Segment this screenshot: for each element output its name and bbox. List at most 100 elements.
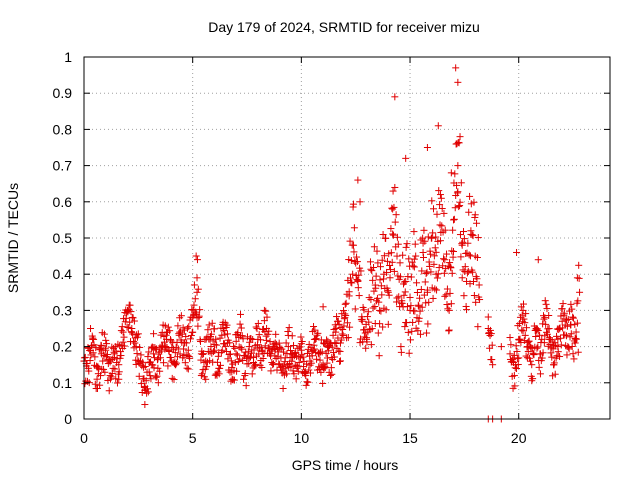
- data-point: [141, 401, 149, 409]
- data-point: [208, 319, 216, 327]
- data-point: [340, 322, 348, 330]
- data-point: [123, 306, 131, 314]
- data-point: [369, 304, 377, 312]
- data-point: [263, 336, 271, 344]
- data-point: [393, 233, 401, 241]
- data-point: [574, 297, 582, 305]
- data-point: [393, 252, 401, 260]
- data-point: [421, 237, 429, 245]
- data-point: [526, 357, 534, 365]
- data-point: [390, 267, 398, 275]
- data-point: [413, 279, 421, 287]
- data-point: [545, 311, 553, 319]
- data-point: [210, 346, 218, 354]
- data-point: [460, 292, 468, 300]
- data-point: [236, 310, 244, 318]
- data-point: [167, 353, 175, 361]
- data-point: [103, 351, 111, 359]
- data-point: [223, 339, 231, 347]
- data-point: [134, 330, 142, 338]
- data-point: [433, 274, 441, 282]
- data-point: [154, 364, 162, 372]
- data-point: [298, 337, 306, 345]
- data-point: [236, 332, 244, 340]
- data-point: [84, 364, 92, 372]
- data-point: [412, 252, 420, 260]
- data-point: [416, 294, 424, 302]
- data-point: [350, 241, 358, 249]
- data-point: [210, 325, 218, 333]
- data-point: [99, 357, 107, 365]
- data-point: [515, 335, 523, 343]
- data-point: [236, 355, 244, 363]
- data-point: [506, 350, 514, 358]
- data-point: [119, 328, 127, 336]
- data-point: [93, 375, 101, 383]
- data-point: [556, 353, 564, 361]
- data-point: [326, 371, 334, 379]
- data-point: [569, 313, 577, 321]
- data-point: [455, 203, 463, 211]
- data-point: [541, 297, 549, 305]
- data-point: [563, 316, 571, 324]
- data-point: [130, 317, 138, 325]
- data-point: [529, 375, 537, 383]
- data-point: [327, 364, 335, 372]
- data-point: [189, 328, 197, 336]
- data-point: [129, 314, 137, 322]
- data-point: [252, 360, 260, 368]
- data-point: [357, 267, 365, 275]
- data-point: [549, 361, 557, 369]
- data-point: [443, 285, 451, 293]
- data-point: [521, 331, 529, 339]
- y-tick-label: 1: [64, 49, 72, 65]
- data-point: [362, 344, 370, 352]
- data-point: [106, 372, 114, 380]
- data-point: [457, 253, 465, 261]
- data-point: [237, 324, 245, 332]
- data-point: [418, 303, 426, 311]
- data-point: [133, 333, 141, 341]
- data-point: [450, 248, 458, 256]
- data-point: [407, 302, 415, 310]
- data-point: [429, 229, 437, 237]
- data-point: [352, 259, 360, 267]
- y-tick-label: 0.6: [53, 194, 73, 210]
- data-point: [401, 288, 409, 296]
- data-point: [280, 348, 288, 356]
- data-point: [443, 250, 451, 258]
- data-point: [267, 367, 275, 375]
- data-point: [168, 374, 176, 382]
- data-point: [282, 365, 290, 373]
- data-point: [92, 344, 100, 352]
- data-point: [292, 349, 300, 357]
- data-point: [484, 325, 492, 332]
- data-point: [430, 260, 438, 268]
- data-point: [429, 294, 437, 302]
- data-point: [145, 368, 153, 376]
- data-point: [383, 257, 391, 265]
- data-point: [292, 375, 300, 383]
- data-point: [444, 305, 452, 313]
- data-point: [199, 350, 207, 358]
- data-point: [554, 343, 562, 351]
- data-point: [239, 356, 247, 364]
- data-point: [166, 327, 174, 335]
- data-point: [411, 240, 419, 248]
- data-point: [561, 331, 569, 339]
- data-point: [433, 210, 441, 218]
- data-point: [120, 342, 128, 350]
- data-point: [152, 373, 160, 381]
- data-point: [424, 233, 432, 241]
- data-point: [231, 359, 239, 367]
- data-point: [107, 373, 115, 381]
- data-point: [443, 301, 451, 309]
- data-point: [407, 273, 415, 281]
- data-point: [355, 271, 363, 279]
- data-point: [428, 197, 436, 205]
- data-point: [563, 351, 571, 359]
- data-point: [435, 187, 443, 195]
- data-point: [573, 335, 581, 343]
- data-point: [97, 372, 105, 380]
- data-point: [420, 226, 428, 234]
